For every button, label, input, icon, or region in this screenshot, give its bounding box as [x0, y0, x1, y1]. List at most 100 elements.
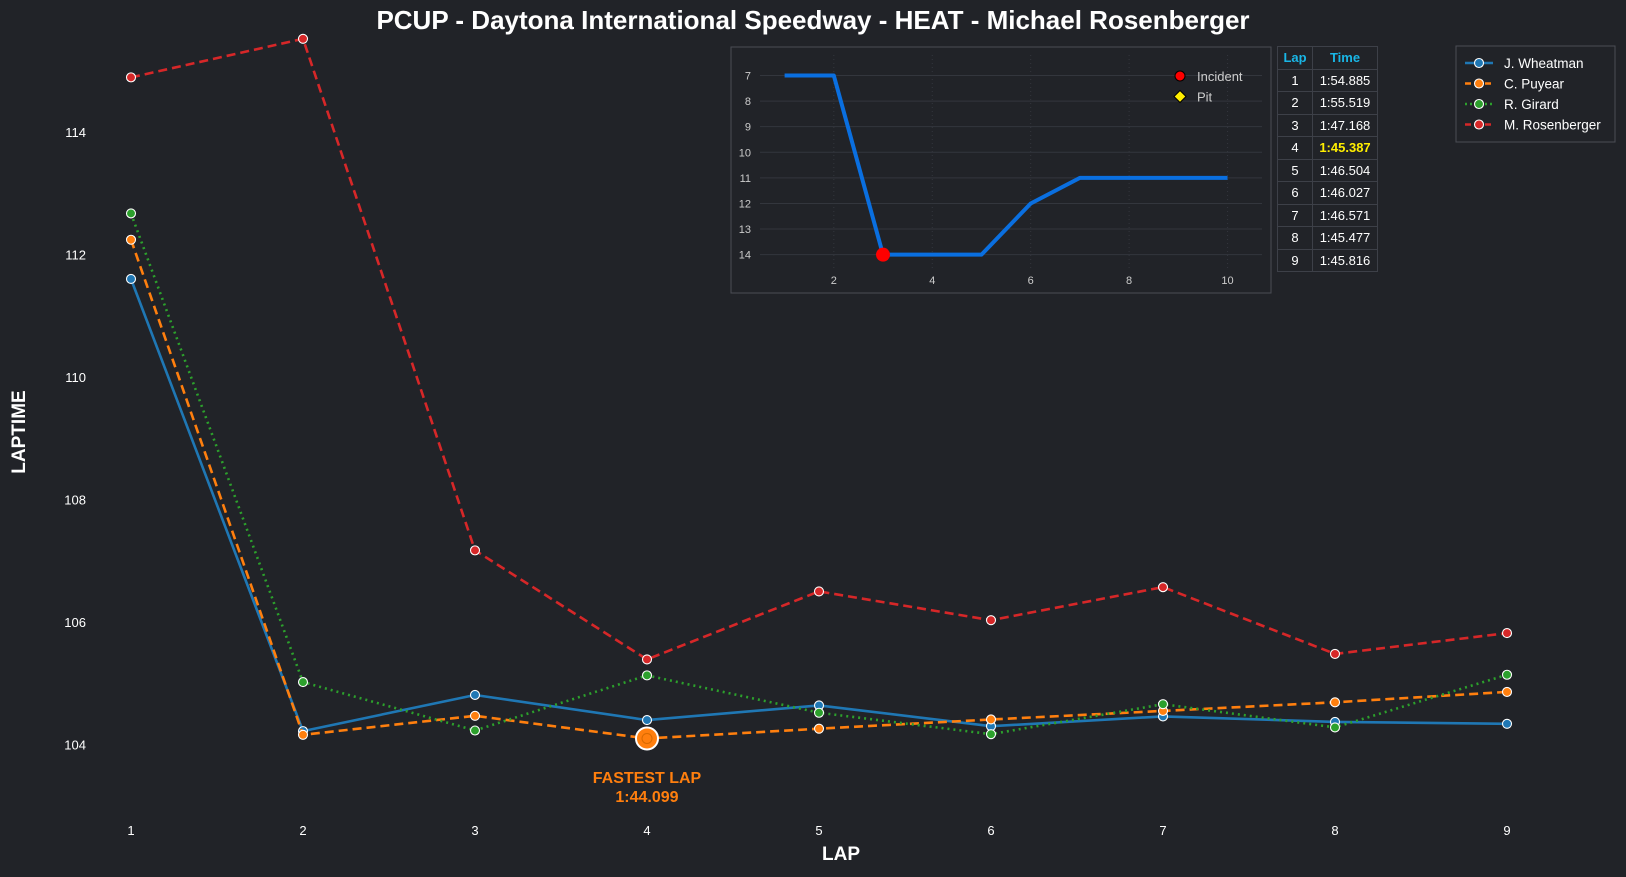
lap-time-cell: 1:45.387: [1312, 136, 1378, 160]
table-row: 3 1:47.168: [1277, 113, 1378, 137]
table-row: 8 1:45.477: [1277, 226, 1378, 250]
inset-panel: [730, 46, 1272, 294]
series-line-c-puyear: [129, 239, 1508, 740]
table-header-time: Time: [1312, 46, 1378, 70]
x-tick-label: 4: [643, 823, 650, 838]
data-point: [1501, 669, 1513, 680]
table-row: 2 1:55.519: [1277, 91, 1378, 115]
data-point: [1329, 648, 1341, 659]
inset-x-tick-label: 2: [831, 275, 837, 287]
inset-x-tick-label: 8: [1126, 275, 1132, 287]
data-point: [813, 586, 825, 597]
data-point: [1501, 686, 1513, 697]
inset-y-tick-label: 7: [745, 70, 751, 82]
y-tick-label: 106: [64, 615, 86, 630]
table-header-lap: Lap: [1277, 46, 1313, 70]
data-point: [641, 654, 653, 665]
table-row: 6 1:46.027: [1277, 181, 1378, 205]
lap-number-cell: 9: [1277, 248, 1313, 272]
table-row: 5 1:46.504: [1277, 158, 1378, 182]
chart-title: PCUP - Daytona International Speedway - …: [376, 5, 1249, 35]
data-point: [125, 273, 137, 285]
inset-x-tick-label: 4: [929, 275, 935, 287]
data-point: [813, 723, 825, 734]
data-point: [1329, 697, 1341, 708]
series-line-m-rosenberger: [130, 37, 1508, 661]
y-axis-label: LAPTIME: [9, 390, 30, 473]
y-tick-label: 108: [64, 493, 86, 508]
lap-time-cell: 1:46.027: [1312, 181, 1378, 205]
y-tick-label: 104: [64, 738, 86, 753]
inset-y-tick-label: 14: [739, 250, 751, 262]
x-tick-label: 1: [127, 823, 134, 838]
data-point: [813, 707, 825, 718]
data-point: [1329, 722, 1341, 733]
data-point: [1501, 718, 1513, 729]
x-tick-label: 5: [815, 823, 822, 838]
lap-number-cell: 1: [1277, 68, 1313, 92]
data-point: [641, 715, 653, 726]
x-tick-label: 9: [1503, 823, 1510, 838]
fastest-lap-annotation: 1:44.099: [615, 789, 678, 806]
table-header-row: Lap Time: [1277, 46, 1378, 70]
inset-x-tick-label: 10: [1221, 275, 1233, 287]
inset-y-tick-label: 11: [740, 173, 751, 185]
lap-time-cell: 1:45.816: [1312, 248, 1378, 272]
incident-marker: [876, 247, 891, 262]
y-tick-label: 112: [65, 247, 86, 262]
lap-number-cell: 8: [1277, 226, 1313, 250]
lap-number-cell: 2: [1277, 91, 1313, 115]
inset-y-tick-label: 8: [745, 96, 751, 108]
data-point: [297, 33, 309, 44]
x-tick-label: 6: [987, 823, 994, 838]
inset-x-tick-label: 6: [1028, 275, 1034, 287]
data-point: [1157, 582, 1169, 593]
inset-y-tick-label: 10: [739, 147, 751, 159]
data-point: [469, 545, 481, 556]
inset-y-tick-label: 9: [745, 122, 751, 134]
data-point: [985, 714, 997, 725]
x-tick-label: 8: [1331, 823, 1338, 838]
y-tick-label: 114: [65, 125, 86, 140]
lap-time-table: Lap Time 1 1:54.885 2 1:55.519 3 1:47.168 4 1:4…: [1277, 46, 1378, 272]
table-row: 4 1:45.387: [1277, 136, 1378, 160]
lap-time-cell: 1:45.477: [1312, 226, 1378, 250]
y-tick-label: 110: [65, 370, 86, 385]
table-row: 1 1:54.885: [1277, 68, 1378, 92]
legend-label: M. Rosenberger: [1504, 118, 1601, 133]
data-point: [469, 710, 481, 721]
data-point: [985, 729, 997, 740]
legend-label: R. Girard: [1504, 97, 1559, 112]
x-tick-label: 7: [1159, 823, 1166, 838]
fastest-lap-marker-core: [641, 732, 653, 744]
inset-legend-label: Pit: [1197, 90, 1213, 105]
inset-legend-label: Incident: [1197, 69, 1243, 84]
x-tick-label: 3: [471, 823, 478, 838]
legend-label: J. Wheatman: [1504, 56, 1584, 71]
lap-number-cell: 7: [1277, 203, 1313, 227]
table-row: 9 1:45.816: [1277, 248, 1378, 272]
data-point: [1501, 628, 1513, 639]
series-line-j-wheatman: [129, 278, 1508, 733]
data-point: [125, 208, 137, 219]
data-point: [469, 725, 481, 736]
lap-number-cell: 3: [1277, 113, 1313, 137]
lap-number-cell: 4: [1277, 136, 1313, 160]
lap-time-cell: 1:55.519: [1312, 91, 1378, 115]
data-point: [297, 677, 309, 688]
data-point: [125, 72, 137, 83]
inset-y-tick-label: 13: [739, 224, 751, 236]
legend-marker: [1473, 98, 1485, 110]
position-line: [784, 73, 1228, 257]
data-point: [985, 615, 997, 626]
inset-legend-incident-icon: [1174, 70, 1186, 82]
lap-time-cell: 1:47.168: [1312, 113, 1378, 137]
table-row: 7 1:46.571: [1277, 203, 1378, 227]
x-axis-label: LAP: [822, 844, 860, 865]
legend-label: C. Puyear: [1504, 77, 1565, 92]
lap-time-cell: 1:54.885: [1312, 68, 1378, 92]
legend-marker: [1473, 78, 1485, 89]
data-point: [125, 234, 137, 245]
